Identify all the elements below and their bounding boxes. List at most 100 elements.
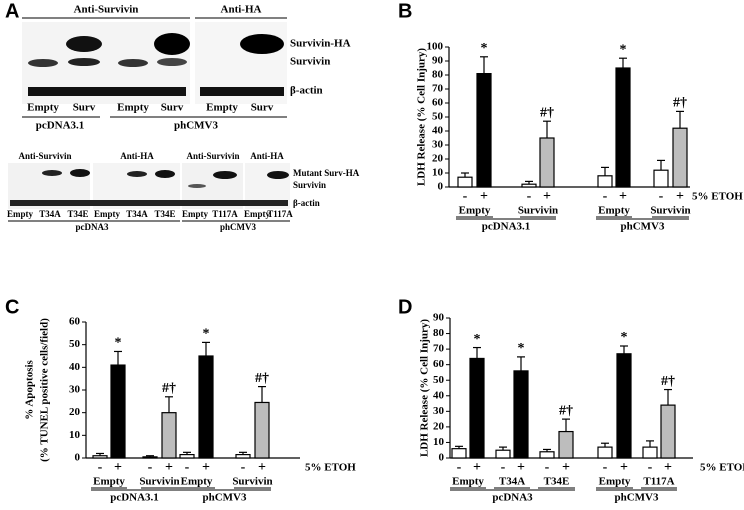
- bar: [161, 412, 177, 459]
- y-tick-label: 40: [69, 361, 81, 373]
- bar: [539, 137, 555, 188]
- y-tick-label: 80: [432, 69, 444, 81]
- panel-a: Anti-Survivin Anti-HA Survivin-HA Surviv…: [7, 4, 360, 233]
- significance-marker: #†: [673, 96, 687, 111]
- treatment-label: +: [562, 460, 570, 475]
- group-label: pcDNA3: [492, 492, 533, 504]
- x-annotation: 5% ETOH: [305, 462, 356, 474]
- y-axis-label: (% TUNEL positive cells/field): [39, 318, 51, 462]
- group-label: pcDNA3.1: [482, 221, 531, 233]
- band: [154, 33, 190, 55]
- lane: Empty: [27, 102, 59, 114]
- x-tick-label: T34A: [499, 476, 525, 488]
- y-tick-label: 10: [432, 167, 444, 179]
- vector: phCMV3: [174, 120, 219, 132]
- bar: [642, 446, 658, 459]
- y-tick-label: 90: [432, 55, 444, 67]
- significance-marker: #†: [661, 374, 675, 389]
- band: [127, 171, 147, 177]
- lane: T117A: [212, 209, 238, 219]
- bar: [672, 127, 688, 188]
- significance-marker: *: [518, 341, 525, 356]
- band-label: Survivin: [293, 180, 326, 190]
- band-label: β-actin: [293, 198, 320, 208]
- y-tick-label: 90: [433, 312, 445, 324]
- band: [42, 170, 62, 176]
- y-tick-label: 30: [69, 384, 81, 396]
- band: [68, 58, 100, 66]
- bar: [457, 176, 473, 188]
- bar: [597, 446, 613, 459]
- lane: Surv: [73, 102, 96, 114]
- significance-marker: #†: [255, 371, 269, 386]
- antibody: Anti-HA: [120, 151, 154, 161]
- lane: T34E: [67, 209, 88, 219]
- treatment-label: -: [463, 189, 468, 204]
- y-tick-label: 30: [432, 139, 444, 151]
- treatment-label: +: [258, 460, 266, 475]
- x-annotation: 5% ETOH: [692, 191, 743, 203]
- y-tick-label: 50: [69, 338, 81, 350]
- bar: [660, 404, 676, 459]
- antibody: Anti-Survivin: [186, 151, 239, 161]
- vector: pcDNA3.1: [36, 120, 85, 132]
- x-tick-label: Survivin: [650, 205, 690, 217]
- y-tick-label: 60: [433, 358, 445, 370]
- treatment-label: +: [202, 460, 210, 475]
- panel-label: D: [398, 296, 412, 318]
- band: [155, 170, 175, 178]
- y-tick-label: 10: [69, 429, 81, 441]
- treatment-label: +: [620, 460, 628, 475]
- x-tick-label: T34E: [544, 476, 570, 488]
- band-label: Mutant Surv-HA: [293, 168, 360, 178]
- treatment-label: -: [648, 460, 653, 475]
- bar: [539, 451, 555, 459]
- y-tick-label: 70: [432, 83, 444, 95]
- treatment-label: +: [114, 460, 122, 475]
- treatment-label: +: [165, 460, 173, 475]
- band-label: Survivin: [290, 56, 330, 68]
- band: [70, 169, 90, 177]
- bar: [615, 67, 631, 188]
- lane: Empty: [7, 209, 34, 219]
- band: [240, 34, 284, 54]
- y-tick-label: 80: [433, 327, 445, 339]
- antibody: Anti-Survivin: [18, 151, 71, 161]
- significance-marker: *: [620, 42, 627, 57]
- bar: [653, 169, 669, 188]
- bar: [110, 364, 126, 459]
- treatment-label: -: [659, 189, 664, 204]
- x-tick-label: Empty: [599, 476, 631, 488]
- band: [200, 87, 284, 96]
- y-axis-label: LDH Release (% Cell Injury): [419, 319, 431, 457]
- bar: [198, 355, 214, 459]
- lane: T34A: [39, 209, 61, 219]
- y-tick-label: 60: [432, 97, 444, 109]
- y-tick-label: 50: [432, 111, 444, 123]
- x-tick-label: T117A: [643, 476, 674, 488]
- y-tick-label: 30: [433, 405, 445, 417]
- lane: Empty: [244, 209, 271, 219]
- band: [267, 171, 289, 179]
- lane: Empty: [182, 209, 209, 219]
- lane: T34E: [154, 209, 175, 219]
- y-axis-label: LDH Release (% Cell Injury): [416, 48, 428, 186]
- treatment-label: +: [543, 189, 551, 204]
- band: [213, 171, 237, 179]
- antibody: Anti-Survivin: [74, 4, 139, 16]
- lane: T117A: [267, 209, 293, 219]
- bar: [235, 454, 251, 459]
- bar: [521, 183, 537, 188]
- treatment-label: -: [98, 460, 103, 475]
- panel-label: B: [398, 0, 412, 22]
- significance-marker: *: [621, 330, 628, 345]
- x-tick-label: Empty: [598, 205, 630, 217]
- lane: Empty: [117, 102, 149, 114]
- bar: [616, 353, 632, 459]
- significance-marker: *: [203, 327, 210, 342]
- treatment-label: +: [517, 460, 525, 475]
- group-label: pcDNA3.1: [110, 492, 159, 504]
- band: [66, 36, 102, 52]
- significance-marker: #†: [162, 381, 176, 396]
- lane: Surv: [161, 102, 184, 114]
